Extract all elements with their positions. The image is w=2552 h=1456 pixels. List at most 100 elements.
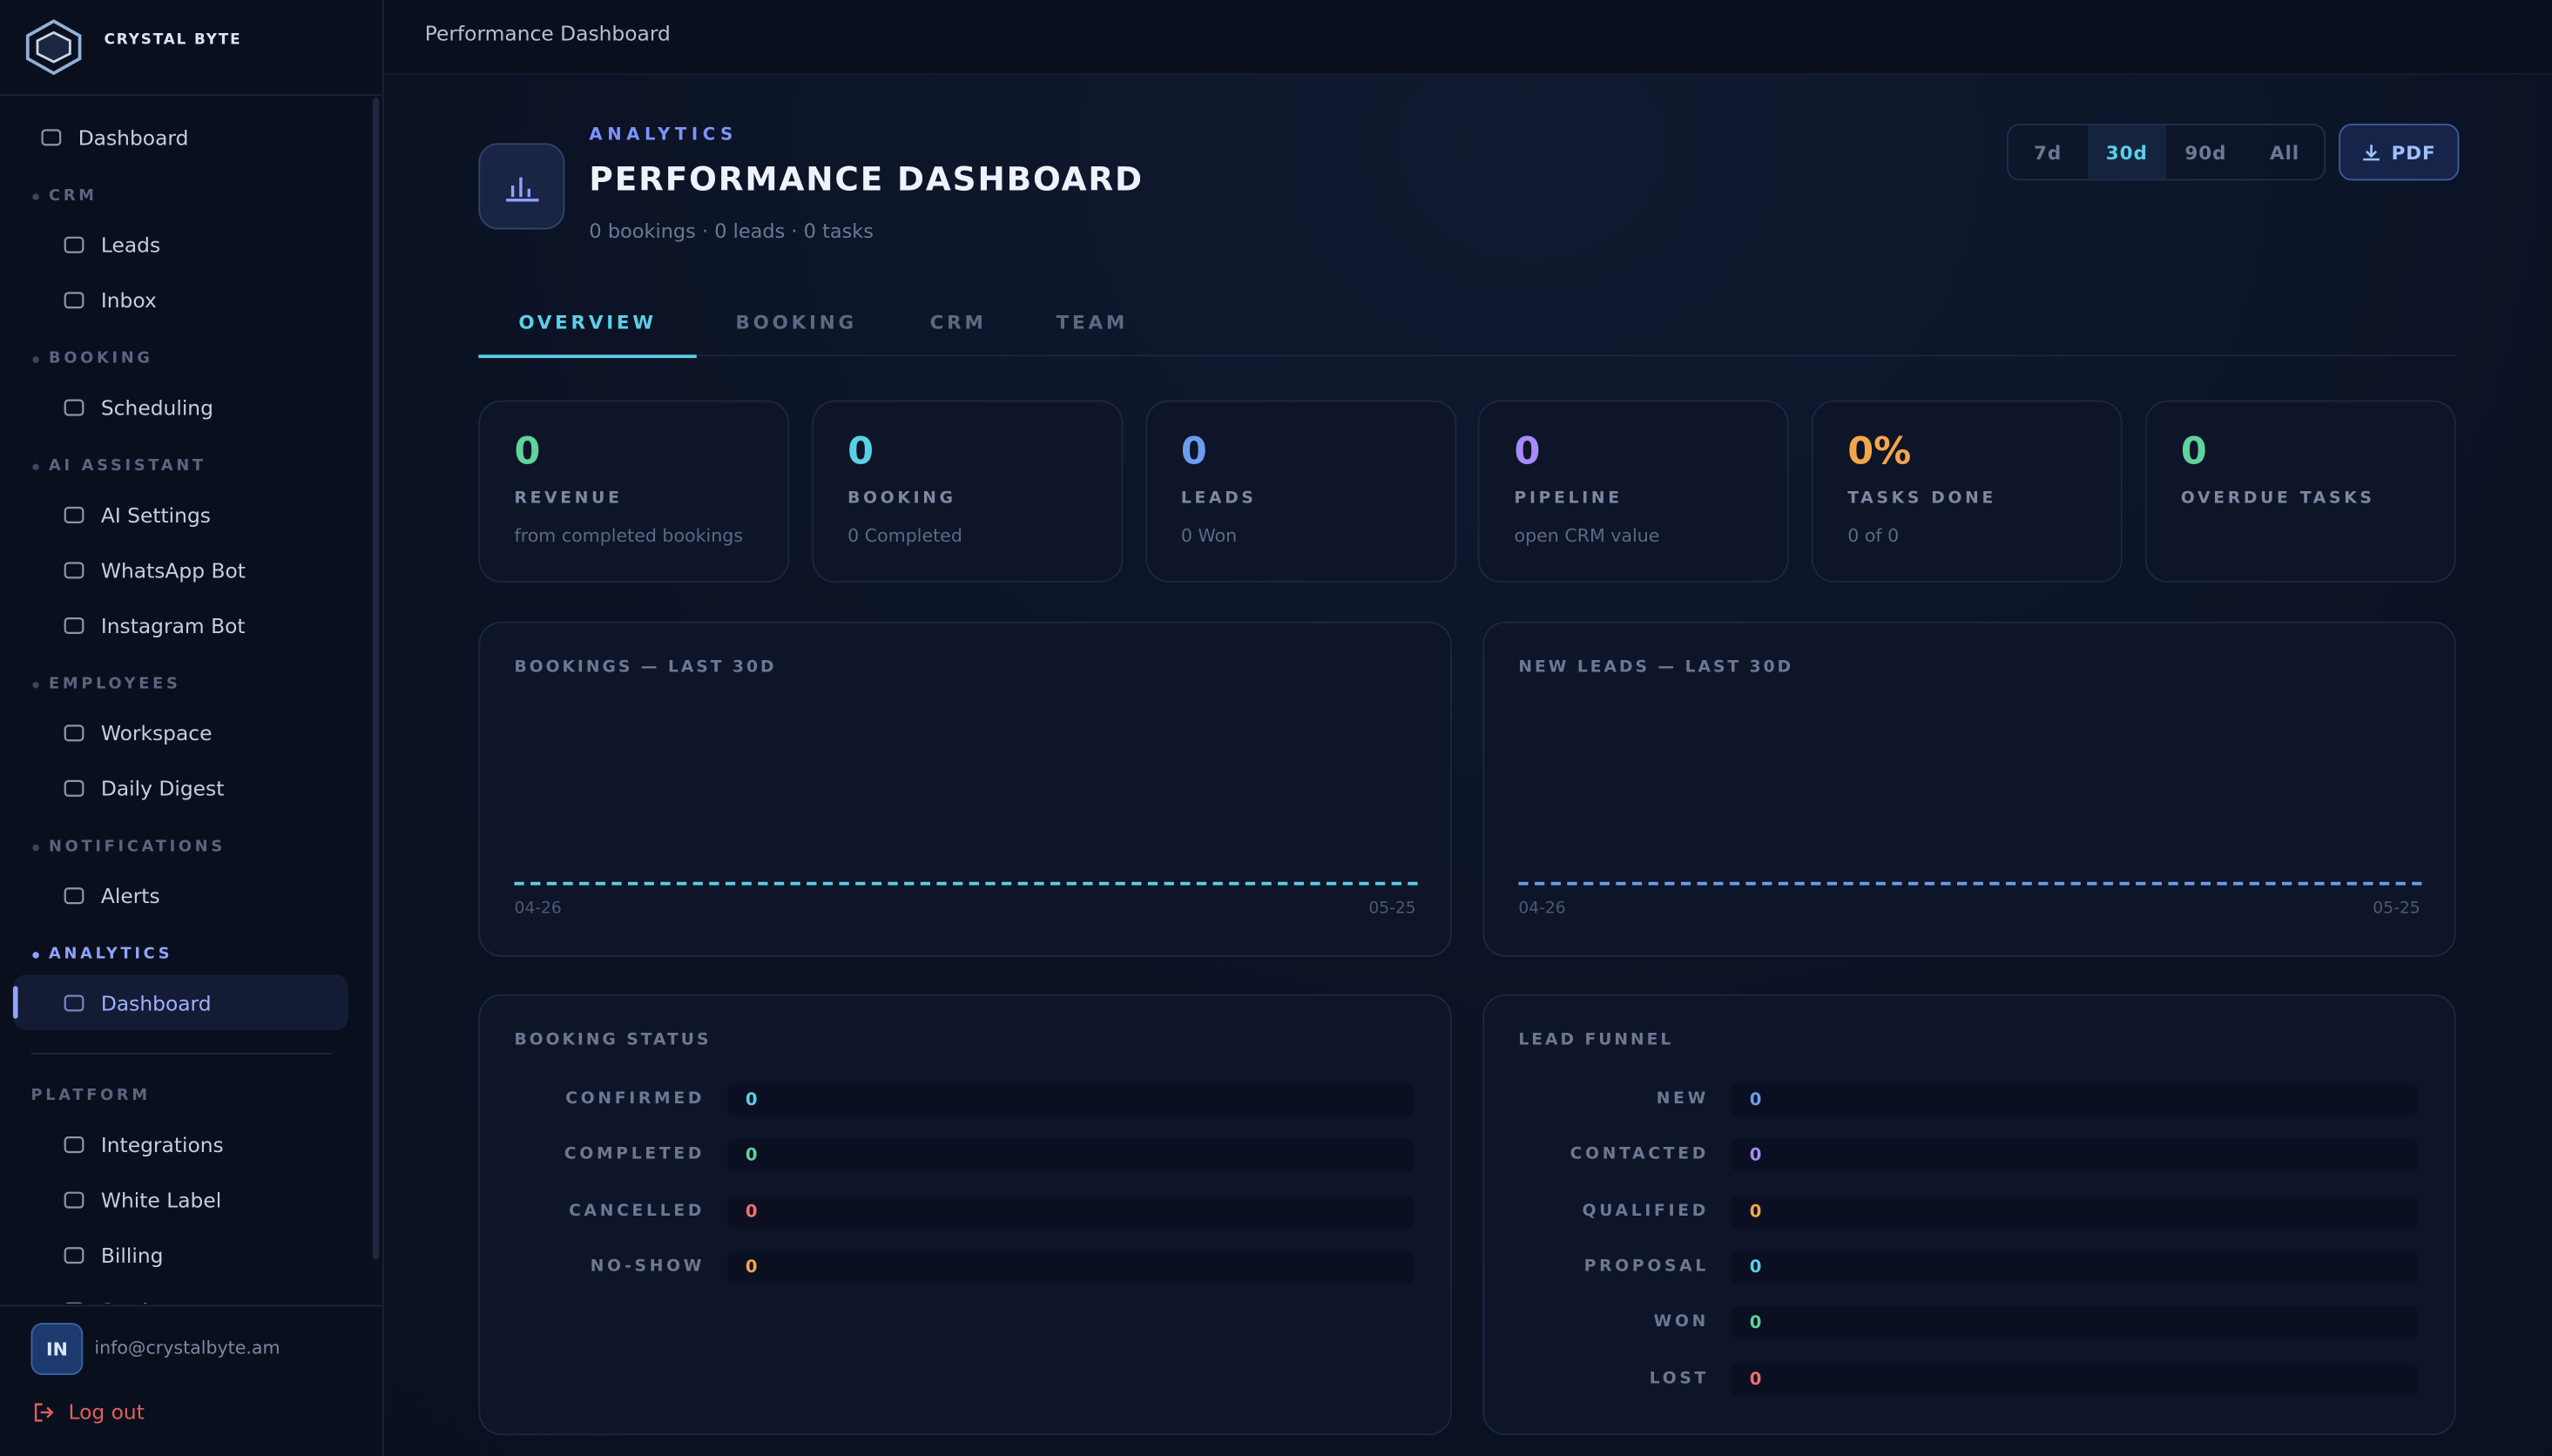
- row-value: 0: [745, 1146, 758, 1166]
- range-button[interactable]: 90d: [2184, 140, 2227, 164]
- tab[interactable]: TEAM: [1056, 310, 1128, 334]
- nav-item[interactable]: Inbox: [13, 272, 348, 327]
- row-label: WON: [1653, 1313, 1710, 1331]
- kpi-card: 0% TASKS DONE 0 of 0: [1812, 400, 2123, 583]
- header-icon: [478, 143, 565, 230]
- kpi-label: REVENUE: [514, 489, 623, 509]
- breakdown-card: LEAD FUNNEL NEW 0 CONTACTED 0 QUALIFIED 0 PROPO…: [1482, 994, 2456, 1436]
- nav-icon: [64, 398, 84, 415]
- kpi-card: 0 OVERDUE TASKS: [2144, 400, 2456, 583]
- panel-title: BOOKING STATUS: [514, 1031, 712, 1050]
- logout[interactable]: Log out: [68, 1399, 145, 1425]
- nav-icon: [64, 617, 84, 634]
- kpi-sub: 0 of 0: [1847, 525, 1900, 547]
- range-button[interactable]: 30d: [2087, 125, 2167, 179]
- nav-item[interactable]: Settings: [13, 1282, 348, 1304]
- nav-item[interactable]: Leads: [13, 217, 348, 273]
- kpi-label: PIPELINE: [1514, 489, 1623, 509]
- pdf-button[interactable]: PDF: [2339, 124, 2460, 181]
- kpi-value: 0: [1180, 431, 1207, 474]
- chart-icon: [506, 177, 539, 202]
- nav-item[interactable]: Billing: [13, 1227, 348, 1283]
- nav-label: Billing: [100, 1242, 164, 1267]
- kpi-sub: 0 Completed: [847, 525, 962, 547]
- nav-icon: [64, 561, 84, 578]
- row-label: NO-SHOW: [590, 1257, 706, 1276]
- panel-title: BOOKINGS — LAST 30D: [514, 658, 777, 677]
- kpi-sub: open CRM value: [1514, 525, 1660, 547]
- kpi-label: BOOKING: [847, 489, 956, 509]
- row-value: 0: [1749, 1089, 1762, 1110]
- nav-item[interactable]: Daily Digest: [13, 760, 348, 816]
- row-track: [1732, 1306, 2419, 1340]
- row-value: 0: [1749, 1146, 1762, 1166]
- nav-section: PLATFORM: [0, 1087, 371, 1116]
- tabs-line: [478, 354, 2456, 357]
- row-value: 0: [1749, 1369, 1762, 1389]
- tab[interactable]: OVERVIEW: [478, 311, 697, 359]
- user-area: IN info@crystalbyte.am Log out: [0, 1304, 383, 1456]
- row-label: LOST: [1649, 1369, 1710, 1387]
- row-label: QUALIFIED: [1582, 1202, 1710, 1220]
- avatar: IN: [30, 1323, 84, 1375]
- eyebrow: ANALYTICS: [589, 125, 738, 145]
- nav-item[interactable]: Instagram Bot: [13, 597, 348, 653]
- nav-section: CRM: [0, 187, 371, 217]
- nav-section: NOTIFICATIONS: [0, 838, 371, 867]
- nav-item[interactable]: Integrations: [13, 1116, 348, 1172]
- nav-label: WhatsApp Bot: [100, 556, 246, 583]
- row-track: [1732, 1250, 2419, 1284]
- row-track: [1732, 1195, 2419, 1229]
- pdf-label: PDF: [2391, 140, 2436, 164]
- kpi-card: 0 BOOKING 0 Completed: [812, 400, 1123, 583]
- nav-label: Dashboard: [78, 124, 189, 149]
- trend-card: BOOKINGS — LAST 30D 04-26 05-25: [478, 621, 1452, 957]
- nav: Dashboard CRM Leads Inbox BOOKING Scheduling A…: [0, 96, 371, 1304]
- nav-label: Daily Digest: [100, 775, 225, 800]
- section-dot: [32, 844, 39, 852]
- kpi-sub: 0 Won: [1180, 525, 1238, 547]
- nav-icon: [64, 724, 84, 741]
- divider: [30, 1052, 333, 1055]
- nav-item[interactable]: WhatsApp Bot: [13, 542, 348, 597]
- logout-icon: [34, 1403, 54, 1422]
- tab[interactable]: CRM: [929, 310, 987, 334]
- row-value: 0: [1749, 1202, 1762, 1222]
- nav-label: Settings: [101, 1298, 185, 1304]
- section-title: PLATFORM: [30, 1087, 151, 1105]
- range-button[interactable]: 7d: [2034, 140, 2063, 164]
- nav-item[interactable]: AI Settings: [13, 487, 348, 543]
- nav-icon: [41, 128, 62, 145]
- nav-label: Workspace: [100, 719, 213, 745]
- axis-start: 04-26: [514, 900, 562, 918]
- tab[interactable]: BOOKING: [735, 310, 857, 334]
- nav-item[interactable]: Workspace: [13, 704, 348, 760]
- panel-title: LEAD FUNNEL: [1518, 1031, 1674, 1050]
- axis-end: 05-25: [1368, 900, 1416, 918]
- nav-item[interactable]: Alerts: [13, 867, 348, 923]
- nav-icon: [64, 1136, 84, 1153]
- row-value: 0: [745, 1202, 758, 1222]
- nav-icon: [64, 779, 84, 796]
- row-value: 0: [745, 1257, 758, 1277]
- subtitle: 0 bookings · 0 leads · 0 tasks: [589, 219, 874, 243]
- nav-icon: [64, 505, 84, 523]
- nav-section: ANALYTICS: [0, 946, 371, 975]
- nav-item[interactable]: Dashboard: [13, 109, 348, 165]
- section-title: NOTIFICATIONS: [49, 838, 226, 856]
- nav-item[interactable]: Dashboard: [12, 974, 348, 1030]
- nav-label: Leads: [100, 232, 161, 257]
- nav-item[interactable]: White Label: [13, 1171, 348, 1227]
- range-button[interactable]: All: [2269, 140, 2300, 164]
- breakdown-card: BOOKING STATUS CONFIRMED 0 COMPLETED 0 CANCEL…: [478, 994, 1452, 1436]
- topbar-title: Performance Dashboard: [424, 21, 671, 46]
- nav-icon: [64, 1246, 84, 1264]
- nav-label: Instagram Bot: [100, 612, 246, 637]
- row-label: CONFIRMED: [565, 1089, 706, 1109]
- nav-label: Scheduling: [100, 394, 213, 420]
- download-icon: [2363, 144, 2380, 160]
- nav-icon: [64, 886, 84, 904]
- nav-item[interactable]: Scheduling: [13, 379, 348, 435]
